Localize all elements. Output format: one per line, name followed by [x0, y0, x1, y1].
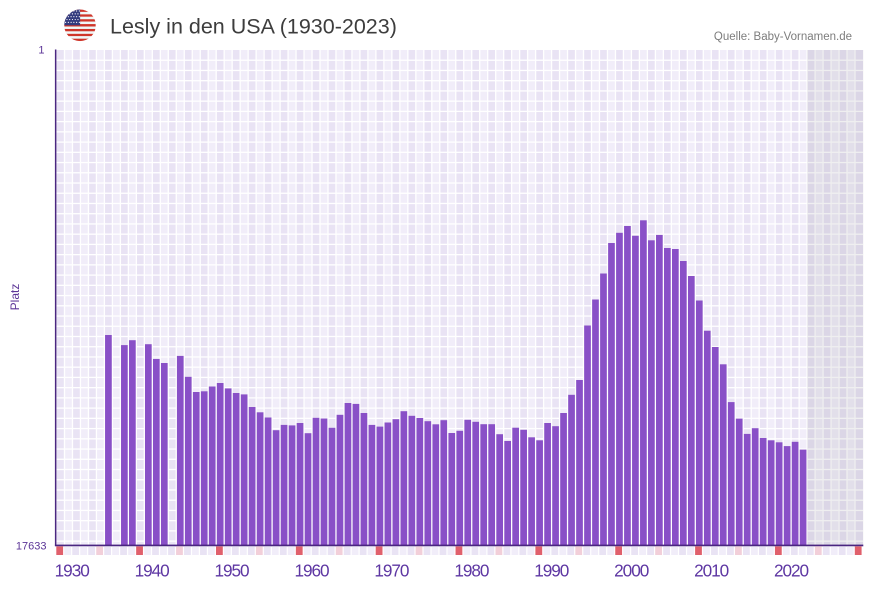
svg-text:1950: 1950	[215, 561, 250, 581]
svg-text:1990: 1990	[534, 561, 569, 581]
svg-text:2010: 2010	[694, 561, 729, 581]
svg-text:17633: 17633	[16, 540, 47, 552]
svg-text:Quelle: Baby-Vornamen.de: Quelle: Baby-Vornamen.de	[714, 31, 852, 43]
svg-text:1970: 1970	[374, 561, 409, 581]
svg-text:Platz: Platz	[8, 284, 22, 311]
svg-text:1930: 1930	[55, 561, 90, 581]
svg-text:1980: 1980	[454, 561, 489, 581]
svg-text:1: 1	[38, 45, 44, 57]
svg-text:1940: 1940	[135, 561, 170, 581]
svg-text:Lesly in den USA (1930-2023): Lesly in den USA (1930-2023)	[110, 15, 397, 39]
svg-text:2000: 2000	[614, 561, 649, 581]
svg-text:2020: 2020	[774, 561, 809, 581]
svg-text:1960: 1960	[294, 561, 329, 581]
